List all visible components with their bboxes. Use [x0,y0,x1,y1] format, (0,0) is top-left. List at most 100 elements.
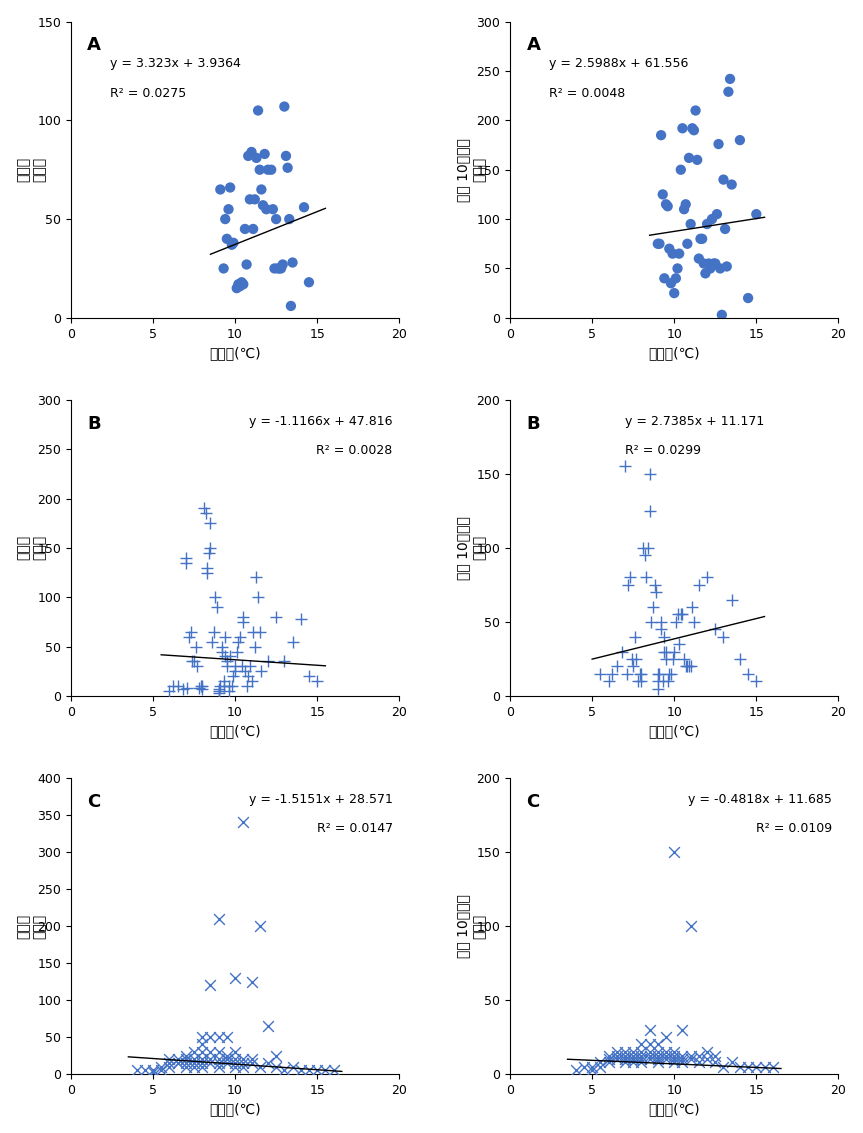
Point [204,1028,217,1046]
Point [679,195,693,213]
Point [211,910,225,928]
Point [209,588,223,606]
Point [279,147,293,165]
Point [189,638,203,656]
Point [725,176,739,194]
Point [251,588,265,606]
Point [692,1047,706,1065]
Point [220,1050,234,1068]
Point [658,628,671,646]
Point [236,813,250,832]
Point [707,255,721,273]
Point [211,1054,225,1072]
Point [231,275,245,293]
Point [213,678,227,696]
Point [705,210,719,228]
Point [220,1047,234,1065]
Text: y = -1.1166x + 47.816: y = -1.1166x + 47.816 [249,415,393,427]
Point [205,632,219,650]
Point [658,270,671,288]
Point [211,1042,225,1060]
Point [659,1047,673,1065]
Point [618,458,632,476]
Point [129,1062,143,1080]
Point [639,569,653,587]
Point [228,969,242,987]
Point [238,662,252,680]
Point [585,1057,599,1075]
Point [215,638,229,656]
Point [725,1054,739,1072]
Point [171,1054,185,1072]
Point [610,1050,624,1068]
Point [665,650,679,668]
Point [218,628,232,646]
Point [682,657,696,675]
Point [661,197,675,215]
Point [677,650,691,668]
Point [716,1057,730,1075]
Point [311,672,324,690]
Point [211,680,225,698]
Point [246,220,260,238]
Point [236,1054,250,1072]
Point [318,1062,332,1080]
Point [302,1062,316,1080]
Point [758,1057,772,1075]
Point [269,1047,283,1065]
Point [182,628,196,646]
Point [659,650,673,668]
Point [238,220,252,238]
Point [187,1050,201,1068]
Point [741,1057,755,1075]
Point [195,678,209,696]
Point [233,278,247,296]
Point [659,1042,673,1060]
Point [651,235,665,253]
Point [286,632,299,650]
Point [195,1028,209,1046]
Point [685,598,699,616]
Point [700,1042,714,1060]
Point [643,502,657,520]
Point [659,195,673,213]
Point [268,259,281,278]
Point [294,1062,308,1080]
Point [162,1054,176,1072]
Text: A: A [87,36,101,54]
Point [677,201,691,219]
Point [627,1050,640,1068]
Point [627,1042,640,1060]
Point [202,544,216,562]
Point [266,201,280,219]
Point [656,186,670,204]
Point [179,548,192,566]
Point [577,1057,591,1075]
Point [694,230,708,248]
X-axis label: 일교차(℃): 일교차(℃) [209,346,261,360]
Point [258,145,272,163]
Point [652,235,666,253]
Point [187,1054,201,1072]
Point [602,672,615,690]
Point [204,539,217,557]
Point [198,504,212,522]
Point [225,678,239,696]
Point [256,196,270,214]
Text: R² = 0.0048: R² = 0.0048 [550,87,626,100]
Point [725,590,739,608]
Point [659,1028,673,1046]
Y-axis label: 인구 10만명당
발생률: 인구 10만명당 발생률 [456,894,486,957]
Point [610,657,624,675]
Point [610,1042,624,1060]
Point [618,1050,632,1068]
Point [687,121,701,139]
Point [692,1054,706,1072]
Text: y = 2.5988x + 61.556: y = 2.5988x + 61.556 [550,57,689,70]
Text: y = 2.7385x + 11.171: y = 2.7385x + 11.171 [625,415,765,427]
Point [709,620,722,638]
Text: C: C [87,793,101,811]
Point [683,917,697,935]
Point [228,1042,242,1060]
Point [646,598,660,616]
